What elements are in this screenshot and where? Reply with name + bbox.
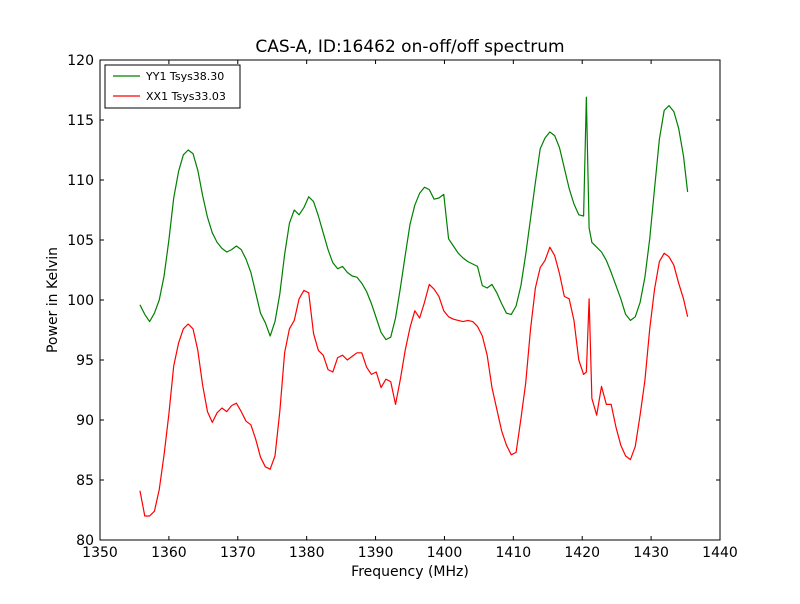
- y-tick-label-100: 100: [67, 293, 94, 309]
- y-tick-label-85: 85: [76, 473, 94, 489]
- x-tick-label-1410: 1410: [496, 545, 532, 561]
- series-line-yy1: [139, 96, 689, 341]
- y-tick-label-105: 105: [67, 233, 94, 249]
- x-tick-label-1440: 1440: [702, 545, 738, 561]
- legend: YY1 Tsys38.30 XX1 Tsys33.03: [104, 64, 241, 109]
- x-tick-label-1360: 1360: [151, 545, 187, 561]
- y-axis-label: Power in Kelvin: [45, 247, 61, 353]
- series-line-xx1: [139, 246, 689, 517]
- y-tick-label-110: 110: [67, 173, 94, 189]
- x-tick-label-1390: 1390: [358, 545, 394, 561]
- y-tick-label-80: 80: [76, 533, 94, 549]
- x-tick-label-1420: 1420: [564, 545, 600, 561]
- y-tick-label-120: 120: [67, 53, 94, 69]
- series-layer: [139, 96, 689, 517]
- y-tick-label-115: 115: [67, 113, 94, 129]
- x-tick-label-1370: 1370: [220, 545, 256, 561]
- legend-box: [104, 64, 241, 109]
- y-tick-label-90: 90: [76, 413, 94, 429]
- y-tick-label-95: 95: [76, 353, 94, 369]
- x-tick-label-1430: 1430: [633, 545, 669, 561]
- x-axis-label: Frequency (MHz): [351, 564, 469, 580]
- x-tick-label-1380: 1380: [289, 545, 325, 561]
- legend-label-xx1: XX1 Tsys33.03: [146, 90, 226, 103]
- tick-layer: 1350 1360 1370 1380 1390 1400 1410 1420 1430 1440…: [67, 53, 738, 561]
- legend-label-yy1: YY1 Tsys38.30: [145, 70, 224, 83]
- x-tick-label-1400: 1400: [427, 545, 463, 561]
- chart-title: CAS-A, ID:16462 on-off/off spectrum: [255, 37, 564, 57]
- x-tick-label-1350: 1350: [82, 545, 118, 561]
